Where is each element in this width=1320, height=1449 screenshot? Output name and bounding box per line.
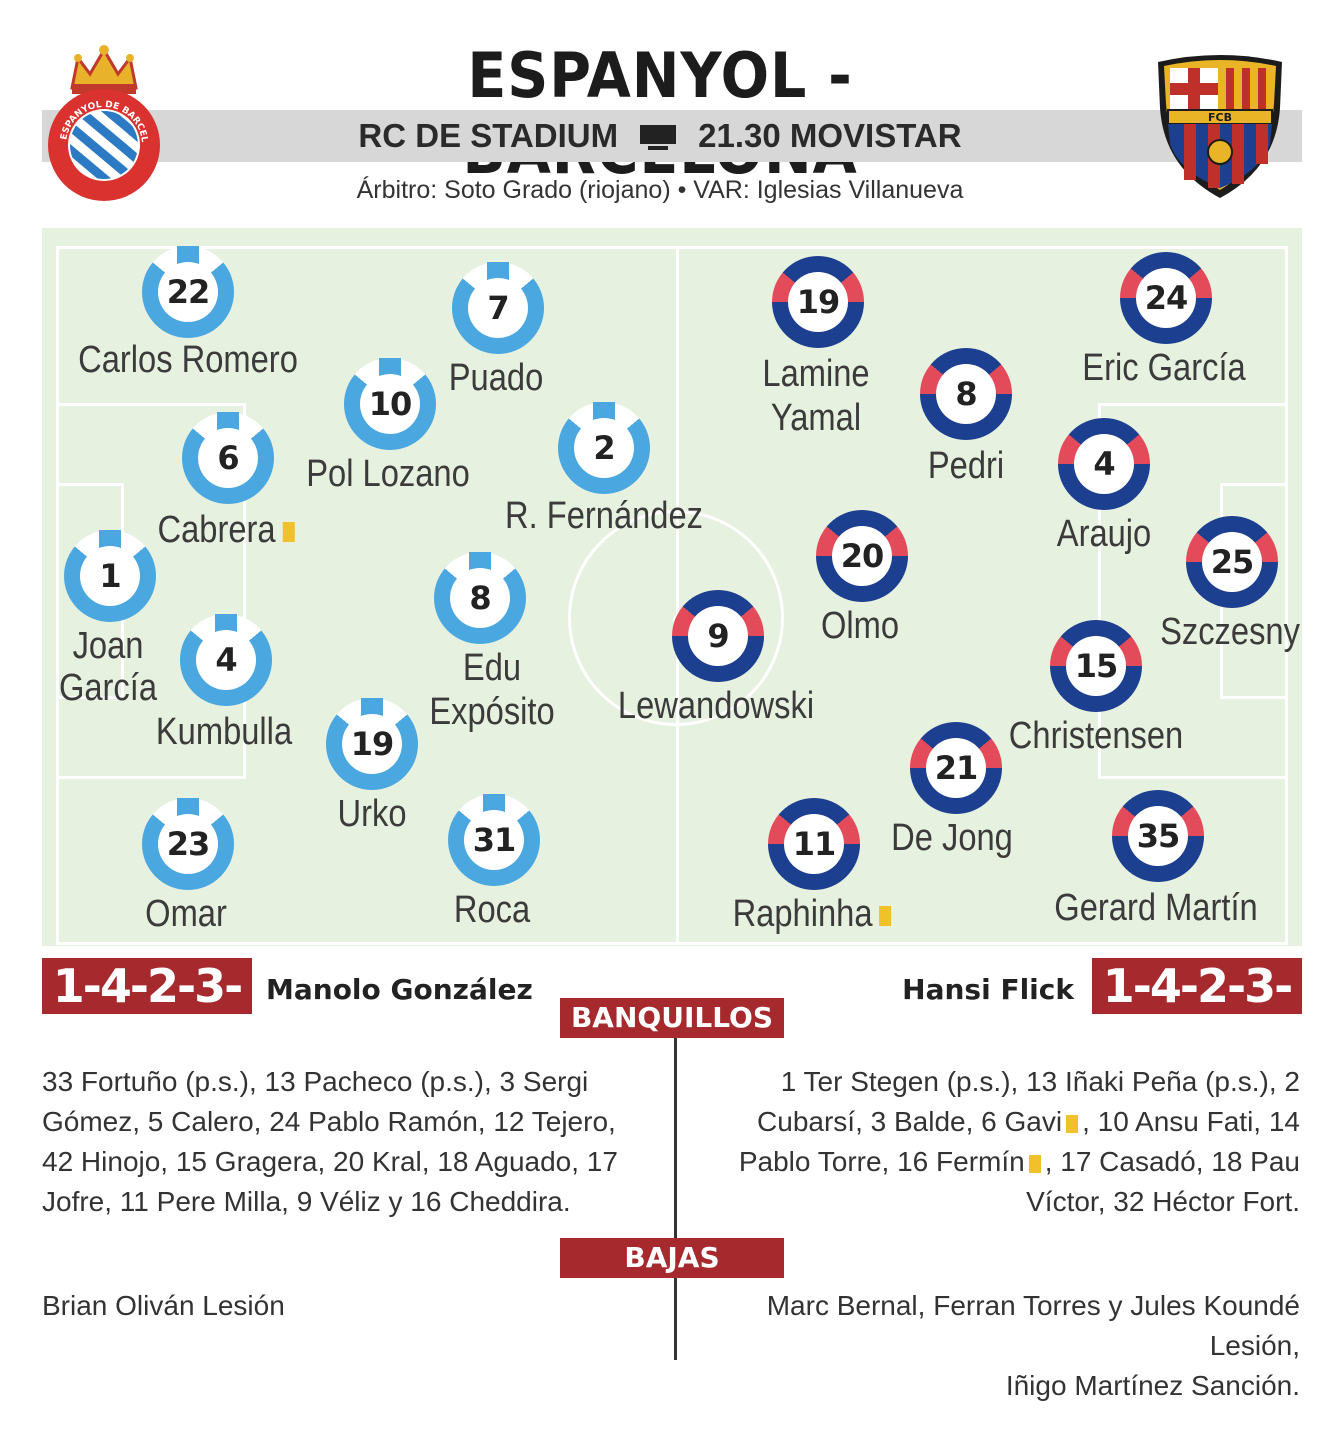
- player-name: Omar: [145, 893, 227, 935]
- home-coach: Manolo González: [266, 973, 533, 1006]
- player-name: Urko: [337, 793, 407, 835]
- player-marker-espanyol: 8: [434, 552, 526, 644]
- home-formation: 1-4-2-3-1: [42, 958, 252, 1069]
- player-marker-espanyol: 23: [142, 798, 234, 890]
- player-name: Araujo: [1056, 513, 1152, 555]
- player-name: Lewandowski: [617, 685, 815, 727]
- player-name: Lamine: [762, 353, 870, 395]
- player-name: Eric García: [1082, 347, 1246, 389]
- player-name: Expósito: [429, 691, 555, 733]
- yellow-card-icon: [282, 521, 295, 542]
- player-marker-barcelona: 8: [920, 348, 1012, 440]
- player-marker-barcelona: 15: [1050, 620, 1142, 712]
- player-marker-barcelona: 20: [816, 510, 908, 602]
- away-absences: Marc Bernal, Ferran Torres y Jules Kound…: [766, 1290, 1300, 1401]
- player-name: Pedri: [927, 445, 1005, 487]
- player-marker-espanyol: 22: [142, 246, 234, 338]
- player-name: Kumbulla: [155, 711, 293, 753]
- player-marker-barcelona: 4: [1058, 418, 1150, 510]
- player-name: Edu: [462, 647, 522, 689]
- player-name: Roca: [453, 889, 531, 931]
- barcelona-crest-icon: FCB: [1158, 55, 1282, 198]
- player-marker-espanyol: 10: [344, 358, 436, 450]
- bench-heading: BANQUILLOS: [560, 998, 784, 1038]
- player-name: García: [58, 667, 158, 709]
- center-circle: [568, 510, 784, 726]
- column-divider: [674, 1038, 677, 1360]
- player-marker-barcelona: 11: [768, 798, 860, 890]
- venue: RC DE STADIUM: [358, 117, 619, 154]
- home-bench: 33 Fortuño (p.s.), 13 Pacheco (p.s.), 3 …: [42, 1066, 618, 1217]
- away-bench: 1 Ter Stegen (p.s.), 13 Iñaki Peña (p.s.…: [738, 1066, 1300, 1217]
- player-marker-espanyol: 4: [180, 614, 272, 706]
- player-marker-espanyol: 1: [64, 530, 156, 622]
- player-name: Christensen: [1008, 715, 1184, 757]
- player-marker-barcelona: 9: [672, 590, 764, 682]
- tv-icon: [640, 125, 677, 151]
- player-name: Joan: [72, 625, 144, 667]
- barcelona-crest-text: FCB: [1208, 111, 1232, 124]
- player-marker-barcelona: 35: [1112, 790, 1204, 882]
- away-formation: 1-4-2-3-1: [1092, 958, 1302, 1069]
- player-marker-espanyol: 2: [558, 402, 650, 494]
- player-name: Olmo: [820, 605, 900, 647]
- match-info: RC DE STADIUM 21.30 MOVISTAR: [0, 110, 1320, 162]
- player-marker-barcelona: 25: [1186, 516, 1278, 608]
- player-marker-barcelona: 19: [772, 256, 864, 348]
- player-name: De Jong: [891, 817, 1013, 859]
- player-marker-barcelona: 21: [910, 722, 1002, 814]
- broadcast: 21.30 MOVISTAR: [698, 117, 962, 154]
- player-name: Carlos Romero: [78, 339, 298, 381]
- player-name: Gerard Martín: [1054, 887, 1258, 929]
- yellow-card-icon: [1028, 1154, 1041, 1173]
- home-absences: Brian Oliván Lesión: [42, 1290, 285, 1321]
- yellow-card-icon: [879, 905, 892, 926]
- player-name: R. Fernández: [504, 495, 703, 537]
- player-marker-espanyol: 6: [182, 412, 274, 504]
- player-marker-espanyol: 7: [452, 262, 544, 354]
- away-coach: Hansi Flick: [902, 973, 1074, 1006]
- pitch: [42, 228, 1302, 946]
- player-name: Puado: [448, 357, 544, 399]
- referee-info: Árbitro: Soto Grado (riojano) • VAR: Igl…: [356, 176, 964, 204]
- yellow-card-icon: [1066, 1114, 1079, 1133]
- player-name: Raphinha: [683, 892, 941, 936]
- player-name: Yamal: [770, 397, 862, 439]
- absences-heading: BAJAS: [560, 1238, 784, 1278]
- player-marker-barcelona: 24: [1120, 252, 1212, 344]
- player-marker-espanyol: 19: [326, 698, 418, 790]
- player-name: Szczesny: [1160, 611, 1300, 653]
- player-marker-espanyol: 31: [448, 794, 540, 886]
- espanyol-crest-icon: RCD ESPANYOL DE BARCELONA: [42, 40, 160, 201]
- player-name: Pol Lozano: [306, 453, 470, 495]
- player-name: Cabrera: [97, 508, 355, 552]
